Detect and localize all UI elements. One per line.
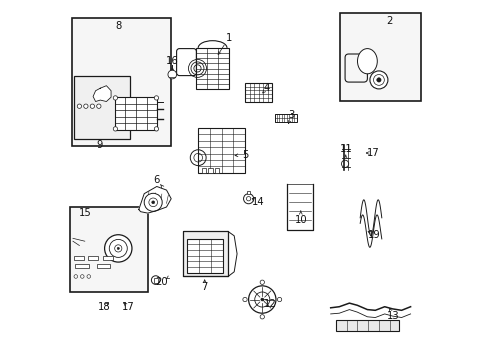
Bar: [202, 168, 206, 173]
Circle shape: [106, 89, 108, 91]
Bar: [198, 128, 245, 173]
Circle shape: [151, 276, 160, 284]
Text: 20: 20: [155, 276, 168, 287]
Text: 16: 16: [166, 56, 179, 66]
Text: 1: 1: [225, 33, 232, 43]
Text: 12: 12: [264, 299, 276, 309]
Text: 17: 17: [122, 302, 134, 312]
Circle shape: [117, 247, 120, 249]
Bar: [247, 191, 250, 194]
Circle shape: [104, 235, 132, 262]
Text: 3: 3: [289, 110, 295, 120]
Bar: [274, 114, 297, 122]
Circle shape: [102, 97, 104, 99]
Text: 2: 2: [386, 16, 392, 26]
Text: 14: 14: [252, 197, 264, 207]
Circle shape: [377, 78, 381, 82]
Bar: [88, 256, 98, 260]
Circle shape: [84, 104, 88, 108]
Text: 5: 5: [242, 150, 248, 160]
Text: 10: 10: [294, 215, 307, 225]
Bar: [336, 320, 399, 331]
Circle shape: [152, 201, 155, 204]
Bar: [341, 13, 421, 101]
FancyBboxPatch shape: [176, 49, 196, 76]
Circle shape: [113, 127, 118, 131]
Text: 7: 7: [201, 282, 208, 292]
Circle shape: [98, 89, 100, 91]
Circle shape: [77, 104, 81, 108]
Circle shape: [144, 193, 162, 211]
Polygon shape: [139, 186, 171, 213]
Bar: [183, 231, 228, 276]
Circle shape: [244, 194, 254, 204]
Text: 19: 19: [368, 230, 380, 240]
Circle shape: [261, 298, 264, 301]
Text: 9: 9: [97, 140, 103, 150]
Circle shape: [370, 71, 388, 89]
Text: 8: 8: [115, 21, 122, 31]
Circle shape: [97, 104, 101, 108]
Bar: [75, 264, 89, 268]
Bar: [187, 239, 223, 273]
Bar: [208, 168, 213, 173]
Text: 15: 15: [78, 208, 91, 218]
Circle shape: [154, 127, 159, 131]
Bar: [74, 256, 84, 260]
Text: 4: 4: [264, 83, 270, 93]
Text: 17: 17: [367, 148, 379, 158]
Bar: [153, 278, 158, 283]
Bar: [245, 83, 272, 102]
Circle shape: [248, 286, 276, 313]
Circle shape: [90, 104, 95, 108]
Bar: [72, 18, 171, 146]
Bar: [71, 207, 148, 292]
Text: 6: 6: [153, 175, 160, 185]
Bar: [97, 264, 110, 268]
Polygon shape: [93, 86, 111, 102]
Bar: [115, 97, 157, 130]
Circle shape: [168, 70, 176, 79]
Bar: [103, 256, 113, 260]
Text: 13: 13: [387, 311, 400, 321]
Text: 11: 11: [340, 144, 352, 154]
Bar: [215, 168, 219, 173]
Circle shape: [154, 96, 159, 100]
Bar: [74, 76, 130, 139]
Bar: [196, 48, 229, 89]
Circle shape: [113, 96, 118, 100]
Text: 18: 18: [98, 302, 110, 312]
Ellipse shape: [358, 49, 377, 74]
